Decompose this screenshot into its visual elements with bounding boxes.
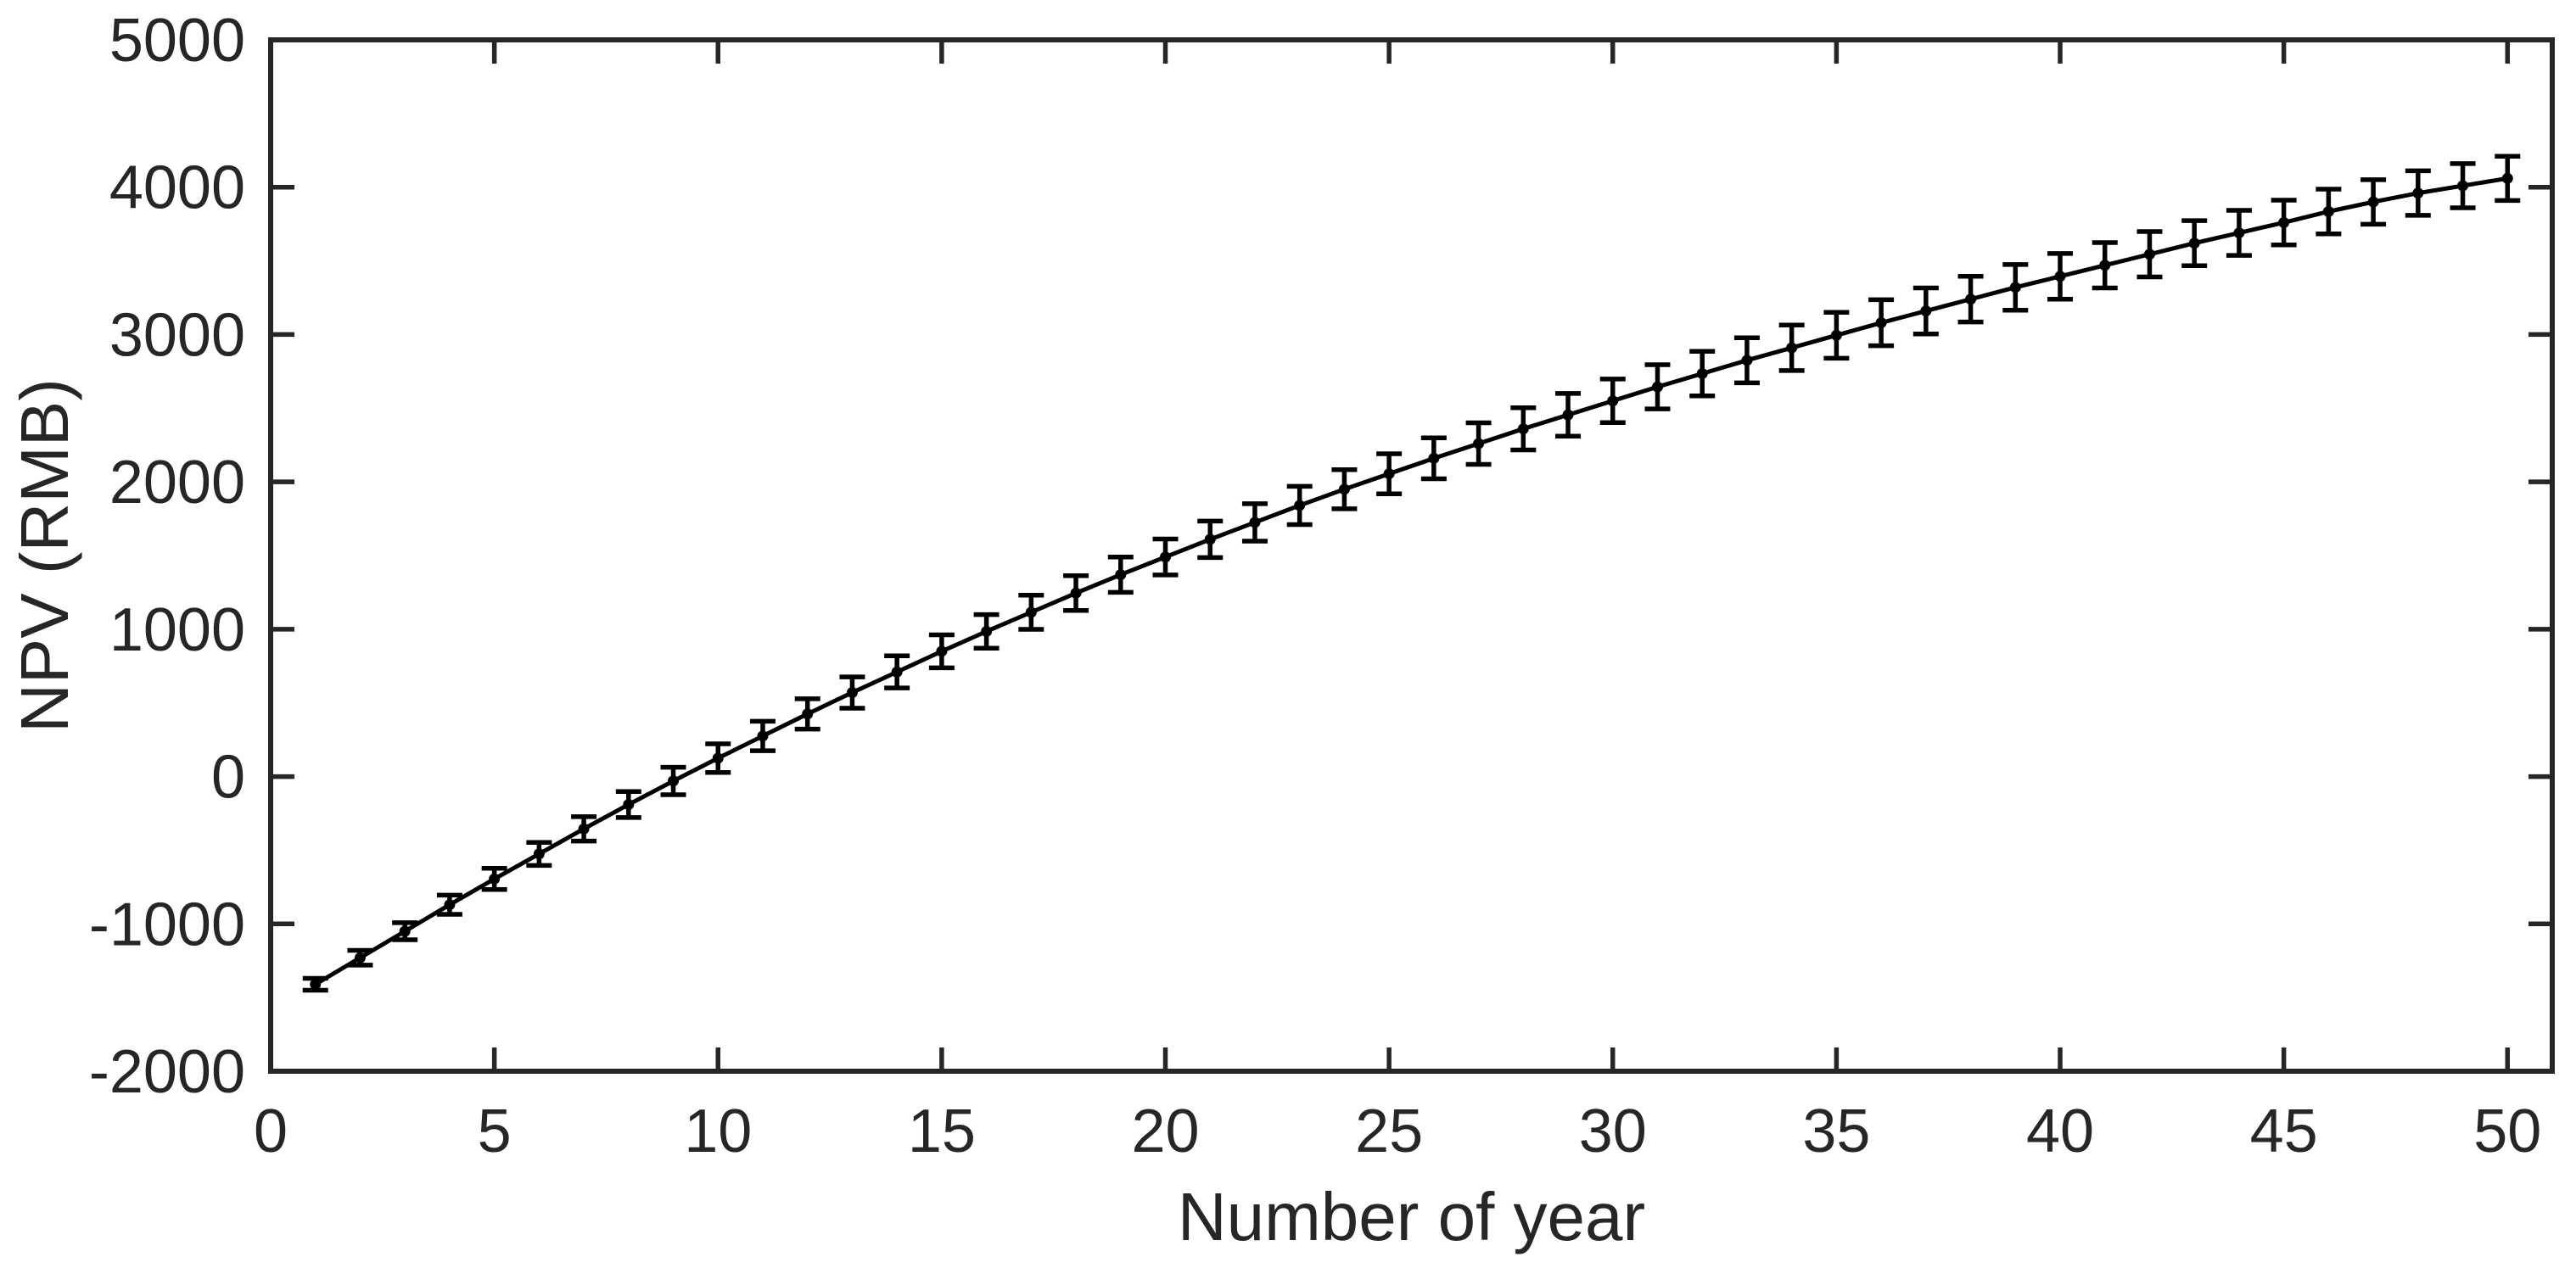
y-tick-label: -1000 <box>89 891 245 958</box>
data-point-marker <box>2188 237 2200 249</box>
plot-box <box>268 37 2555 1074</box>
data-point-marker <box>310 979 322 991</box>
x-tick-label: 5 <box>478 1098 512 1165</box>
data-point-marker <box>1517 423 1529 435</box>
data-point-marker <box>1249 517 1261 528</box>
data-point-marker <box>444 899 456 911</box>
data-point-marker <box>1473 438 1485 450</box>
data-point-marker <box>1070 587 1082 599</box>
x-tick-label: 15 <box>908 1098 976 1165</box>
data-point-marker <box>1875 317 1887 329</box>
data-point-marker <box>2322 205 2334 217</box>
data-point-marker <box>1607 395 1619 407</box>
data-point-marker <box>1741 355 1753 366</box>
data-point-marker <box>1160 551 1172 563</box>
data-point-marker <box>2099 260 2111 271</box>
data-point-marker <box>981 625 993 637</box>
data-point-marker <box>1338 483 1350 495</box>
data-point-marker <box>1965 293 1977 305</box>
y-tick-label: 0 <box>211 744 245 812</box>
data-point-marker <box>533 848 545 860</box>
data-point-marker <box>712 752 724 764</box>
data-point-marker <box>1204 533 1216 545</box>
data-point-marker <box>1294 500 1306 511</box>
y-tick-labels: -2000 -1000 0 1000 2000 3000 4000 5000 <box>89 7 245 1106</box>
data-point-marker <box>2054 271 2066 282</box>
data-point-marker <box>846 687 858 699</box>
data-point-marker <box>2009 282 2021 293</box>
x-tick-label: 35 <box>1802 1098 1870 1165</box>
data-point-marker <box>399 925 411 937</box>
data-point-marker <box>1562 409 1574 421</box>
x-axis-label: Number of year <box>1178 1179 1645 1254</box>
data-point-marker <box>2143 249 2155 260</box>
x-tick-labels: 0 5 10 15 20 25 30 35 40 45 50 <box>254 1098 2541 1165</box>
y-tick-label: 2000 <box>109 449 245 517</box>
data-point-marker <box>1696 367 1708 379</box>
data-point-marker <box>1115 569 1127 581</box>
data-point-marker <box>489 873 501 885</box>
data-point-marker <box>2233 227 2245 239</box>
data-point-marker <box>1383 468 1395 480</box>
y-axis-label: NPV (RMB) <box>7 378 82 733</box>
data-point-marker <box>1786 342 1798 354</box>
data-point-marker <box>1920 305 1932 317</box>
series-line-npv <box>314 176 2508 986</box>
x-tick-label: 25 <box>1355 1098 1423 1165</box>
y-tick-label: 5000 <box>109 7 245 75</box>
data-point-marker <box>757 730 769 742</box>
x-tick-label: 30 <box>1579 1098 1647 1165</box>
y-tick-label: -2000 <box>89 1038 245 1106</box>
data-point-marker <box>354 952 366 964</box>
data-point-marker <box>1428 452 1440 464</box>
y-tick-label: 4000 <box>109 154 245 222</box>
x-tick-label: 50 <box>2473 1098 2541 1165</box>
data-point-marker <box>891 666 903 678</box>
x-axis-ticks <box>268 40 2511 1071</box>
data-point-marker <box>578 823 590 835</box>
data-point-marker <box>1651 381 1663 393</box>
x-tick-label: 0 <box>254 1098 288 1165</box>
y-axis-ticks <box>271 37 2552 1074</box>
data-point-marker <box>1025 606 1037 618</box>
data-point-marker <box>802 708 814 720</box>
y-tick-label: 1000 <box>109 596 245 664</box>
x-tick-label: 20 <box>1131 1098 1199 1165</box>
data-point-marker <box>623 799 635 811</box>
data-point-marker <box>1830 329 1842 341</box>
data-point-marker <box>2278 216 2290 228</box>
x-tick-label: 40 <box>2026 1098 2094 1165</box>
data-point-marker <box>2367 196 2379 208</box>
data-point-marker <box>2501 172 2513 184</box>
y-tick-label: 3000 <box>109 301 245 369</box>
data-point-marker <box>2412 187 2424 199</box>
x-tick-label: 45 <box>2250 1098 2318 1165</box>
x-tick-label: 10 <box>684 1098 752 1165</box>
data-point-marker <box>2457 180 2469 192</box>
series-markers <box>310 172 2513 991</box>
data-point-marker <box>936 645 948 657</box>
data-point-marker <box>668 775 680 787</box>
